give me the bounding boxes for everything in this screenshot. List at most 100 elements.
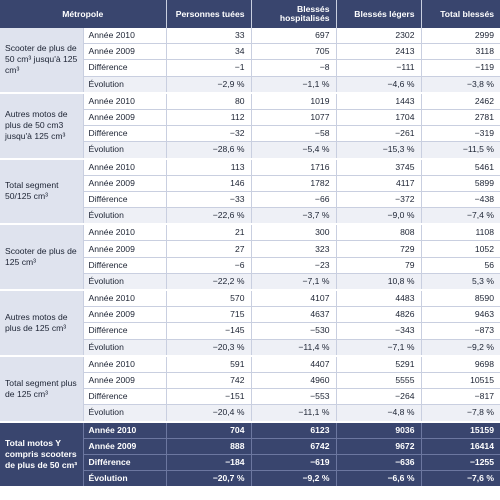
total-injured-cell: 2462 xyxy=(421,92,500,110)
light-injuries-cell: 5555 xyxy=(336,372,422,390)
year-2010-row: Autres motos de plus de 125 cm³ Année 201… xyxy=(0,290,500,357)
year-2009-row: Année 2009 34 705 2413 3118 xyxy=(0,43,500,61)
killed-cell: −22,2 % xyxy=(166,273,252,291)
total-injured-cell: −119 xyxy=(421,59,500,77)
killed-cell: 704 xyxy=(166,421,252,439)
segment-group: Total segment plus de 125 cm³ Année 2010 5… xyxy=(0,355,500,422)
total-injured-cell: −438 xyxy=(421,191,500,209)
hospitalised-cell: 705 xyxy=(251,43,337,61)
segment-label: Total segment plus de 125 cm³ xyxy=(0,355,84,422)
evolution-row: Évolution −22,6 % −3,7 % −9,0 % −7,4 % xyxy=(0,207,500,225)
light-injuries-cell: −372 xyxy=(336,191,422,209)
light-injuries-cell: 1443 xyxy=(336,92,422,110)
row-label: Année 2010 xyxy=(83,92,167,110)
row-label: Année 2009 xyxy=(83,109,167,127)
killed-cell: 34 xyxy=(166,43,252,61)
killed-cell: 888 xyxy=(166,438,252,455)
year-2010-row: Total motos Y compris scooters de plus d… xyxy=(0,421,500,488)
segment-group: Scooter de plus de 125 cm³ Année 2010 21 30… xyxy=(0,224,500,291)
difference-row: Différence −1 −8 −111 −119 xyxy=(0,59,500,77)
row-label: Évolution xyxy=(83,76,167,94)
total-injured-cell: −817 xyxy=(421,388,500,406)
row-label: Évolution xyxy=(83,141,167,159)
header-row: Métropole Personnes tuées Blessés hospit… xyxy=(0,0,500,28)
total-injured-cell: 1108 xyxy=(421,224,500,242)
total-injured-cell: 5461 xyxy=(421,158,500,176)
killed-cell: 591 xyxy=(166,355,252,373)
header-hospitalised: Blessés hospitalisés xyxy=(251,0,337,28)
total-group: Total motos Y compris scooters de plus d… xyxy=(0,421,500,488)
table-header: Métropole Personnes tuées Blessés hospit… xyxy=(0,0,500,28)
total-injured-cell: 5899 xyxy=(421,175,500,192)
row-label: Année 2009 xyxy=(83,372,167,390)
hospitalised-cell: −530 xyxy=(251,322,337,340)
evolution-row: Évolution −2,9 % −1,1 % −4,6 % −3,8 % xyxy=(0,76,500,94)
light-injuries-cell: 4117 xyxy=(336,175,422,192)
hospitalised-cell: 323 xyxy=(251,240,337,258)
row-label: Année 2010 xyxy=(83,28,167,45)
total-injured-cell: −7,4 % xyxy=(421,207,500,225)
total-injured-cell: −873 xyxy=(421,322,500,340)
hospitalised-cell: 697 xyxy=(251,28,337,45)
segment-group: Autres motos de plus de 50 cm3 jusqu'à 1… xyxy=(0,92,500,159)
total-injured-cell: 9463 xyxy=(421,306,500,324)
light-injuries-cell: 1704 xyxy=(336,109,422,127)
accident-statistics-table: Métropole Personnes tuées Blessés hospit… xyxy=(0,0,500,488)
total-injured-cell: −319 xyxy=(421,125,500,143)
difference-row: Différence −145 −530 −343 −873 xyxy=(0,322,500,340)
light-injuries-cell: 3745 xyxy=(336,158,422,176)
year-2010-row: Scooter de plus de 125 cm³ Année 2010 21 30… xyxy=(0,224,500,291)
light-injuries-cell: −15,3 % xyxy=(336,141,422,159)
row-label: Année 2009 xyxy=(83,240,167,258)
header-total-injured: Total blessés xyxy=(421,0,500,28)
total-injured-cell: 2781 xyxy=(421,109,500,127)
total-injured-cell: 5,3 % xyxy=(421,273,500,291)
light-injuries-cell: −264 xyxy=(336,388,422,406)
hospitalised-cell: 4107 xyxy=(251,290,337,308)
year-2009-row: Année 2009 888 6742 9672 16414 xyxy=(0,438,500,455)
hospitalised-cell: −23 xyxy=(251,257,337,274)
segment-group: Autres motos de plus de 125 cm³ Année 201… xyxy=(0,290,500,357)
killed-cell: 146 xyxy=(166,175,252,192)
killed-cell: −145 xyxy=(166,322,252,340)
total-injured-cell: 3118 xyxy=(421,43,500,61)
killed-cell: 570 xyxy=(166,290,252,308)
killed-cell: 715 xyxy=(166,306,252,324)
killed-cell: −1 xyxy=(166,59,252,77)
hospitalised-cell: −8 xyxy=(251,59,337,77)
light-injuries-cell: −6,6 % xyxy=(336,470,422,488)
row-label: Différence xyxy=(83,125,167,143)
total-injured-cell: 16414 xyxy=(421,438,500,455)
segment-group: Scooter de plus de 50 cm³ jusqu'à 125 cm… xyxy=(0,28,500,94)
difference-row: Différence −33 −66 −372 −438 xyxy=(0,191,500,209)
killed-cell: −20,4 % xyxy=(166,404,252,422)
light-injuries-cell: −636 xyxy=(336,454,422,472)
segment-label: Autres motos de plus de 50 cm3 jusqu'à 1… xyxy=(0,92,84,159)
hospitalised-cell: −619 xyxy=(251,454,337,472)
row-label: Différence xyxy=(83,454,167,472)
year-2010-row: Scooter de plus de 50 cm³ jusqu'à 125 cm… xyxy=(0,28,500,94)
killed-cell: 33 xyxy=(166,28,252,45)
killed-cell: −22,6 % xyxy=(166,207,252,225)
killed-cell: −33 xyxy=(166,191,252,209)
killed-cell: −20,7 % xyxy=(166,470,252,488)
light-injuries-cell: −111 xyxy=(336,59,422,77)
hospitalised-cell: 1077 xyxy=(251,109,337,127)
total-injured-cell: 1052 xyxy=(421,240,500,258)
light-injuries-cell: −7,1 % xyxy=(336,339,422,357)
hospitalised-cell: 6742 xyxy=(251,438,337,455)
year-2010-row: Total segment plus de 125 cm³ Année 2010 5… xyxy=(0,355,500,422)
segment-label: Autres motos de plus de 125 cm³ xyxy=(0,290,84,357)
hospitalised-cell: −3,7 % xyxy=(251,207,337,225)
light-injuries-cell: 808 xyxy=(336,224,422,242)
hospitalised-cell: −7,1 % xyxy=(251,273,337,291)
killed-cell: −6 xyxy=(166,257,252,274)
killed-cell: 27 xyxy=(166,240,252,258)
segment-label: Total motos Y compris scooters de plus d… xyxy=(0,421,84,488)
hospitalised-cell: −66 xyxy=(251,191,337,209)
hospitalised-cell: −1,1 % xyxy=(251,76,337,94)
header-killed: Personnes tuées xyxy=(166,0,252,28)
light-injuries-cell: −4,8 % xyxy=(336,404,422,422)
killed-cell: −2,9 % xyxy=(166,76,252,94)
year-2010-row: Total segment 50/125 cm³ Année 2010 113 171… xyxy=(0,158,500,225)
